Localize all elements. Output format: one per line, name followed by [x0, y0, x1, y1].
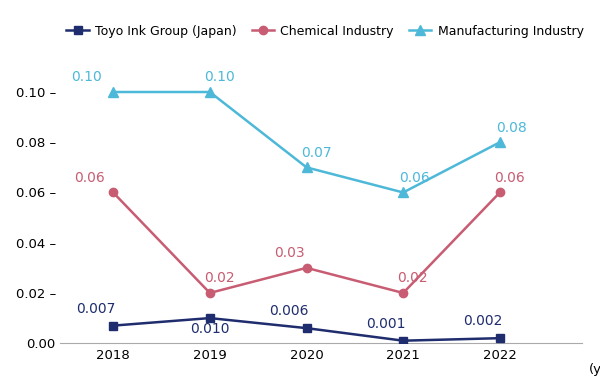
Text: 0.002: 0.002 — [463, 314, 502, 328]
Text: 0.06: 0.06 — [400, 171, 430, 185]
Text: 0.10: 0.10 — [204, 71, 235, 85]
Text: 0.03: 0.03 — [274, 246, 304, 260]
Text: 0.06: 0.06 — [74, 171, 104, 185]
Text: 0.007: 0.007 — [76, 301, 115, 316]
Text: 0.006: 0.006 — [269, 304, 309, 318]
Text: 0.02: 0.02 — [204, 271, 235, 285]
Text: (year): (year) — [589, 363, 600, 376]
Text: 0.10: 0.10 — [71, 71, 101, 85]
Text: 0.06: 0.06 — [494, 171, 525, 185]
Text: 0.001: 0.001 — [366, 317, 406, 331]
Legend: Toyo Ink Group (Japan), Chemical Industry, Manufacturing Industry: Toyo Ink Group (Japan), Chemical Industr… — [66, 25, 584, 37]
Text: 0.07: 0.07 — [301, 146, 331, 160]
Text: 0.02: 0.02 — [398, 271, 428, 285]
Text: 0.010: 0.010 — [190, 322, 230, 336]
Text: 0.08: 0.08 — [496, 121, 527, 135]
